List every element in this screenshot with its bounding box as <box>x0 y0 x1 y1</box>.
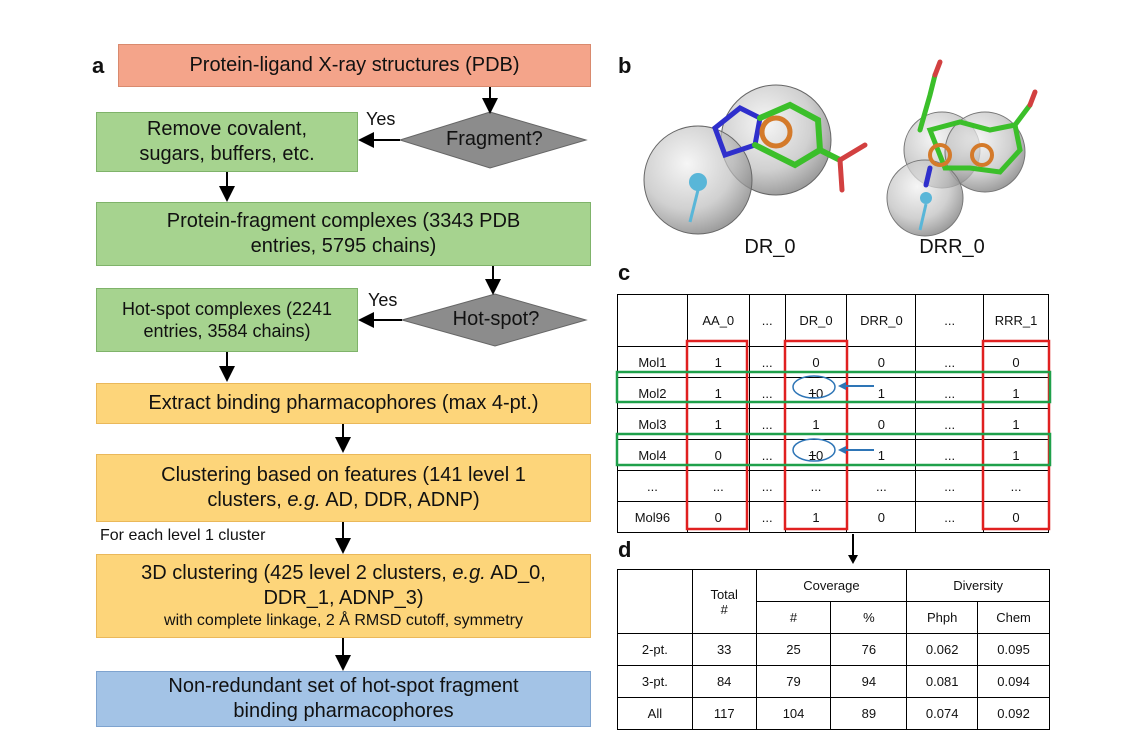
cell: 1 <box>784 501 848 533</box>
3d-text-line1: 3D clustering (425 level 2 clusters, e.g… <box>141 562 546 584</box>
cluster-text-line2: clusters, e.g. AD, DDR, ADNP) <box>207 489 480 511</box>
cell: 1 <box>983 377 1049 409</box>
cell: 0.094 <box>977 665 1050 698</box>
diversity-phph-header: Phph <box>906 601 979 634</box>
coverage-count-header: # <box>755 601 832 634</box>
cluster-text-line1: Clustering based on features (141 level … <box>161 464 526 486</box>
cell: 89 <box>830 697 908 730</box>
cell: 117 <box>691 697 757 730</box>
remove-text-line1: Remove covalent, <box>146 118 308 140</box>
complexes-text-line2: entries, 5795 chains) <box>250 235 437 257</box>
drr0-label: DRR_0 <box>919 236 985 258</box>
remove-box: Remove covalent, sugars, buffers, etc. <box>96 112 358 172</box>
coverage-diversity-table: Total # Coverage Diversity # % Phph Chem … <box>617 569 1050 730</box>
table-row: 2-pt. 33 25 76 0.062 0.095 <box>617 633 1050 666</box>
remove-text-line2: sugars, buffers, etc. <box>139 143 315 165</box>
hotspot-text-line2: entries, 3584 chains) <box>143 321 311 341</box>
cell: 0.074 <box>906 697 979 730</box>
table-row: Mol96 0 ... 1 0 ... 0 <box>617 501 1049 533</box>
3d-text-line3: with complete linkage, 2 Å RMSD cutoff, … <box>164 612 523 629</box>
cell: 84 <box>691 665 757 698</box>
donor-point <box>689 173 707 191</box>
hotspot-decision-diamond <box>400 293 588 347</box>
cell: 94 <box>830 665 908 698</box>
cell: 0.095 <box>977 633 1050 666</box>
highlight-mol4-row <box>615 432 1052 467</box>
fragment-decision-diamond <box>398 111 588 169</box>
table-row: All 117 104 89 0.074 0.092 <box>617 697 1050 730</box>
3d-clustering-box: 3D clustering (425 level 2 clusters, e.g… <box>96 554 591 638</box>
mol2-edit-ellipse <box>792 375 836 399</box>
empty-corner-cell <box>617 569 693 634</box>
cell: 1 <box>686 377 750 409</box>
total-header: Total # <box>691 569 757 634</box>
panel-label-d: d <box>618 537 632 562</box>
final-set-box: Non-redundant set of hot-spot fragment b… <box>96 671 591 727</box>
panel-label-b: b <box>618 53 632 78</box>
table-header-row: Total # Coverage Diversity <box>617 569 1050 634</box>
feature-clustering-box: Clustering based on features (141 level … <box>96 454 591 522</box>
cell: 33 <box>691 633 757 666</box>
header-cell: RRR_1 <box>983 294 1049 347</box>
table-header-row: AA_0 ... DR_0 DRR_0 ... RRR_1 <box>617 294 1049 347</box>
row-label: Mol96 <box>617 501 688 533</box>
row-label: All <box>617 697 693 730</box>
table-row: 3-pt. 84 79 94 0.081 0.094 <box>617 665 1050 698</box>
fragment-complexes-box: Protein-fragment complexes (3343 PDB ent… <box>96 202 591 266</box>
header-cell: AA_0 <box>686 294 750 347</box>
row-label: 2-pt. <box>617 633 693 666</box>
hotspot-yes-label: Yes <box>368 290 398 310</box>
cell: 0 <box>983 501 1049 533</box>
cell: 0.092 <box>977 697 1050 730</box>
cell: 0 <box>686 501 750 533</box>
cell: 76 <box>830 633 908 666</box>
coverage-header: Coverage <box>755 569 908 602</box>
dr0-molecule <box>643 84 868 235</box>
cell: ... <box>748 377 786 409</box>
cell: 79 <box>755 665 832 698</box>
hotspot-question: Hot-spot? <box>452 308 540 330</box>
header-cell: ... <box>748 294 786 347</box>
cell: ... <box>915 470 985 502</box>
cell: ... <box>915 377 985 409</box>
pdb-structures-box: Protein-ligand X-ray structures (PDB) <box>118 44 591 87</box>
panel-label-a: a <box>92 53 105 78</box>
complexes-text-line1: Protein-fragment complexes (3343 PDB <box>166 210 521 232</box>
for-each-note: For each level 1 cluster <box>100 527 266 544</box>
flowchart-connectors <box>219 87 588 671</box>
hotspot-complexes-box: Hot-spot complexes (2241 entries, 3584 c… <box>96 288 358 352</box>
diversity-header: Diversity <box>906 569 1050 602</box>
cell: 0.062 <box>906 633 979 666</box>
extract-text: Extract binding pharmacophores (max 4-pt… <box>148 392 539 414</box>
aromatic-ring-center <box>759 115 793 149</box>
fragment-question: Fragment? <box>446 128 543 150</box>
drr0-molecule <box>886 59 1038 237</box>
cell: 25 <box>755 633 832 666</box>
diversity-chem-header: Chem <box>977 601 1050 634</box>
final-text-line1: Non-redundant set of hot-spot fragment <box>168 675 519 697</box>
header-cell: DRR_0 <box>846 294 917 347</box>
3d-text-line2: DDR_1, ADNP_3) <box>263 587 424 609</box>
coverage-percent-header: % <box>830 601 908 634</box>
pdb-structures-text: Protein-ligand X-ray structures (PDB) <box>189 54 520 76</box>
cell: ... <box>915 501 985 533</box>
pharmacophore-molecule-figure <box>643 59 1038 237</box>
cell: 104 <box>755 697 832 730</box>
dr0-label: DR_0 <box>744 236 796 258</box>
final-text-line2: binding pharmacophores <box>233 700 454 722</box>
hotspot-text-line1: Hot-spot complexes (2241 <box>121 298 333 319</box>
extract-pharmacophores-box: Extract binding pharmacophores (max 4-pt… <box>96 383 591 424</box>
row-label: 3-pt. <box>617 665 693 698</box>
mol4-edit-ellipse <box>792 438 836 462</box>
panel-label-c: c <box>618 260 631 285</box>
fragment-yes-label: Yes <box>366 109 396 129</box>
table-subheader-row: # % Phph Chem <box>618 601 1050 634</box>
cell: 0.081 <box>906 665 979 698</box>
highlight-mol2-row <box>615 370 1052 404</box>
